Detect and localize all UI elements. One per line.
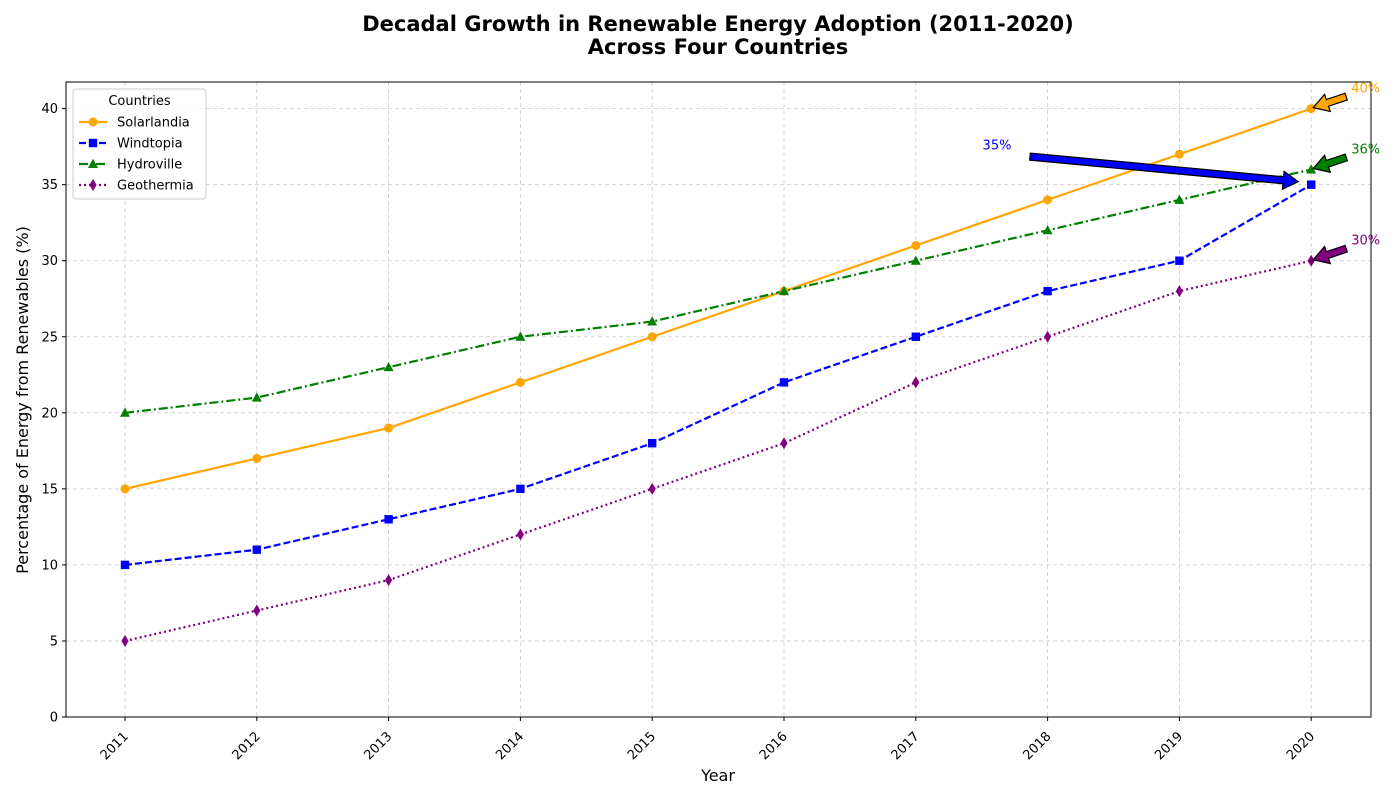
annotation-arrow-hydroville bbox=[1312, 153, 1349, 174]
legend-title: Countries bbox=[108, 94, 171, 109]
y-tick-label: 5 bbox=[50, 634, 58, 649]
y-tick-label: 15 bbox=[41, 482, 58, 497]
y-tick-label: 25 bbox=[41, 330, 58, 345]
chart-title-line1: Decadal Growth in Renewable Energy Adopt… bbox=[362, 12, 1074, 36]
data-point-hydroville bbox=[1174, 194, 1185, 204]
x-tick-label: 2011 bbox=[98, 729, 132, 763]
data-point-hydroville bbox=[1306, 164, 1317, 174]
x-tick-label: 2014 bbox=[493, 729, 527, 763]
annotations: 40% 35% 36% 30% bbox=[983, 82, 1380, 265]
data-point-hydroville bbox=[1042, 225, 1053, 235]
data-point-hydroville bbox=[779, 285, 789, 296]
grid bbox=[66, 82, 1371, 718]
x-tick-label: 2015 bbox=[625, 729, 659, 763]
legend-label-solarlandia: Solarlandia bbox=[117, 116, 190, 131]
data-point-solarlandia bbox=[120, 484, 130, 494]
annotation-label-solarlandia: 40% bbox=[1351, 82, 1380, 97]
data-point-geothermia bbox=[1044, 330, 1052, 343]
x-axis-label: Year bbox=[700, 766, 735, 785]
data-point-windtopia bbox=[516, 484, 525, 494]
legend-label-windtopia: Windtopia bbox=[117, 137, 183, 152]
data-point-windtopia bbox=[1175, 256, 1184, 265]
y-tick-label: 40 bbox=[41, 102, 58, 117]
data-point-solarlandia bbox=[252, 453, 262, 463]
data-point-geothermia bbox=[516, 528, 524, 541]
plot-area-frame bbox=[65, 81, 1372, 718]
legend-box bbox=[72, 88, 207, 200]
data-point-windtopia bbox=[384, 515, 393, 524]
data-point-hydroville bbox=[251, 392, 262, 402]
legend-marker-solarlandia bbox=[88, 117, 98, 127]
annotation-label-hydroville: 36% bbox=[1351, 142, 1380, 157]
x-tick-label: 2016 bbox=[757, 729, 791, 763]
annotation-arrow-windtopia bbox=[1029, 152, 1300, 191]
series-line-hydroville bbox=[124, 168, 1312, 414]
x-tick-label: 2019 bbox=[1152, 729, 1186, 763]
data-point-solarlandia bbox=[515, 377, 525, 387]
data-point-hydroville bbox=[910, 255, 921, 265]
annotation-label-geothermia: 30% bbox=[1351, 234, 1380, 249]
annotation-arrow-solarlandia bbox=[1312, 92, 1349, 113]
x-tick-label: 2013 bbox=[361, 729, 395, 763]
data-point-solarlandia bbox=[1043, 195, 1053, 205]
y-tick-label: 20 bbox=[41, 406, 58, 421]
data-point-geothermia bbox=[1307, 254, 1315, 267]
data-point-hydroville bbox=[647, 316, 658, 326]
annotation-arrow-geothermia bbox=[1312, 244, 1349, 265]
data-point-solarlandia bbox=[384, 423, 394, 433]
x-tick-label: 2012 bbox=[230, 729, 264, 763]
axis-ticks: 2011 2012 2013 2014 2015 2016 2017 2018 2019 2020… bbox=[41, 102, 1318, 763]
data-point-windtopia bbox=[1043, 286, 1052, 296]
data-point-hydroville bbox=[515, 331, 526, 341]
data-point-windtopia bbox=[252, 545, 261, 554]
data-point-geothermia bbox=[1175, 285, 1183, 298]
data-point-solarlandia bbox=[1306, 104, 1316, 114]
data-point-solarlandia bbox=[1174, 149, 1184, 159]
series-line-windtopia bbox=[124, 183, 1312, 566]
y-axis-label: Percentage of Energy from Renewables (%) bbox=[13, 226, 32, 574]
data-point-solarlandia bbox=[647, 332, 657, 342]
legend: Countries Solarlandia Windtopia Hydroville G… bbox=[72, 88, 207, 200]
data-point-geothermia bbox=[253, 604, 261, 617]
x-tick-label: 2018 bbox=[1020, 729, 1054, 763]
series-line-solarlandia bbox=[124, 107, 1312, 490]
legend-label-geothermia: Geothermia bbox=[117, 179, 194, 194]
y-tick-label: 10 bbox=[41, 558, 58, 573]
legend-marker-hydroville bbox=[88, 158, 98, 168]
y-tick-label: 30 bbox=[41, 254, 58, 269]
data-point-windtopia bbox=[911, 332, 920, 341]
legend-marker-geothermia bbox=[89, 179, 97, 191]
x-tick-label: 2020 bbox=[1284, 729, 1318, 763]
data-point-hydroville bbox=[120, 407, 130, 417]
data-point-geothermia bbox=[648, 482, 656, 495]
legend-label-hydroville: Hydroville bbox=[117, 158, 182, 173]
y-tick-label: 0 bbox=[50, 711, 58, 726]
y-tick-label: 35 bbox=[41, 178, 58, 193]
chart-title-line2: Across Four Countries bbox=[588, 35, 848, 59]
data-point-windtopia bbox=[648, 439, 657, 448]
data-point-solarlandia bbox=[911, 241, 921, 251]
data-point-geothermia bbox=[780, 437, 788, 450]
data-point-hydroville bbox=[383, 361, 394, 372]
data-point-windtopia bbox=[1307, 180, 1316, 189]
series-line-geothermia bbox=[124, 259, 1312, 643]
data-point-geothermia bbox=[912, 376, 920, 389]
data-point-windtopia bbox=[120, 560, 130, 570]
annotation-label-windtopia: 35% bbox=[983, 139, 1012, 154]
data-point-geothermia bbox=[121, 634, 129, 647]
series-markers bbox=[120, 104, 1317, 647]
x-tick-label: 2017 bbox=[889, 729, 923, 763]
legend-marker-windtopia bbox=[88, 138, 98, 148]
series-lines bbox=[124, 107, 1312, 643]
data-point-windtopia bbox=[779, 378, 789, 387]
data-point-geothermia bbox=[385, 574, 393, 587]
